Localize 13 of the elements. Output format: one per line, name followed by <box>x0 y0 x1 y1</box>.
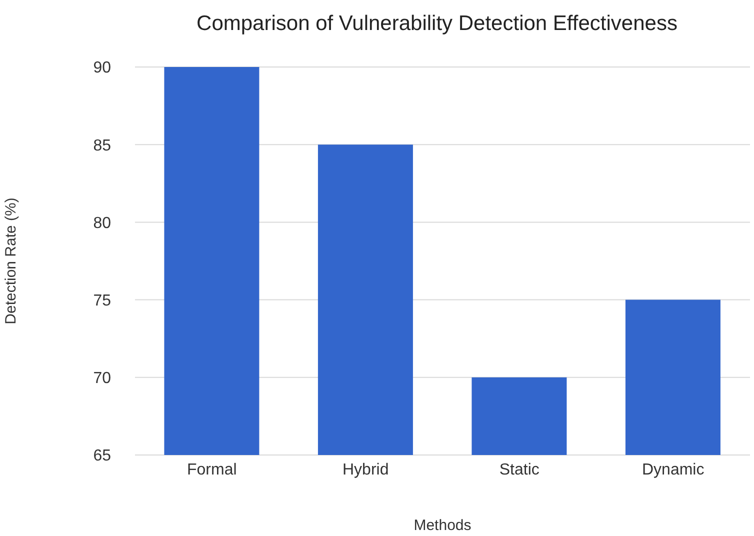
chart-title: Comparison of Vulnerability Detection Effectiveness <box>196 12 678 36</box>
y-tick-label: 75 <box>93 292 112 310</box>
y-tick-label: 80 <box>93 214 112 232</box>
y-axis-title: Detection Rate (%) <box>2 198 20 324</box>
y-tick-label: 90 <box>93 60 112 77</box>
x-tick-label: Hybrid <box>342 461 389 478</box>
y-tick-label: 85 <box>93 137 112 154</box>
y-tick-label: 65 <box>93 448 112 465</box>
x-tick-label: Dynamic <box>642 461 704 478</box>
x-axis-title: Methods <box>414 517 472 534</box>
y-tick-label: 70 <box>93 370 112 388</box>
x-tick-label: Static <box>499 461 540 478</box>
x-tick-label: Formal <box>186 461 237 478</box>
